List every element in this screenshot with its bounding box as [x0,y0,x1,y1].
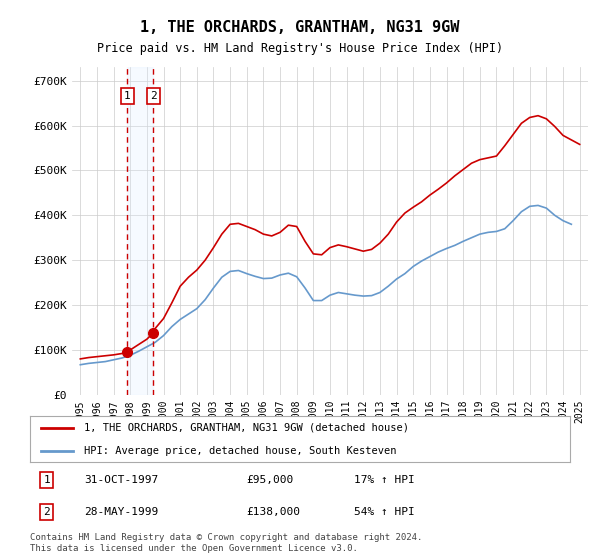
Bar [127,67,153,395]
Text: 1: 1 [44,475,50,485]
Text: 31-OCT-1997: 31-OCT-1997 [84,475,158,485]
Text: Contains HM Land Registry data © Crown copyright and database right 2024.
This d: Contains HM Land Registry data © Crown c… [30,533,422,553]
Text: £138,000: £138,000 [246,507,300,517]
Text: £95,000: £95,000 [246,475,293,485]
Text: 54% ↑ HPI: 54% ↑ HPI [354,507,415,517]
Text: 2: 2 [150,91,157,101]
Text: 2: 2 [44,507,50,517]
Text: HPI: Average price, detached house, South Kesteven: HPI: Average price, detached house, Sout… [84,446,397,455]
Text: 1, THE ORCHARDS, GRANTHAM, NG31 9GW (detached house): 1, THE ORCHARDS, GRANTHAM, NG31 9GW (det… [84,423,409,432]
Text: Price paid vs. HM Land Registry's House Price Index (HPI): Price paid vs. HM Land Registry's House … [97,42,503,55]
Text: 28-MAY-1999: 28-MAY-1999 [84,507,158,517]
Text: 1, THE ORCHARDS, GRANTHAM, NG31 9GW: 1, THE ORCHARDS, GRANTHAM, NG31 9GW [140,20,460,35]
Text: 1: 1 [124,91,131,101]
Text: 17% ↑ HPI: 17% ↑ HPI [354,475,415,485]
